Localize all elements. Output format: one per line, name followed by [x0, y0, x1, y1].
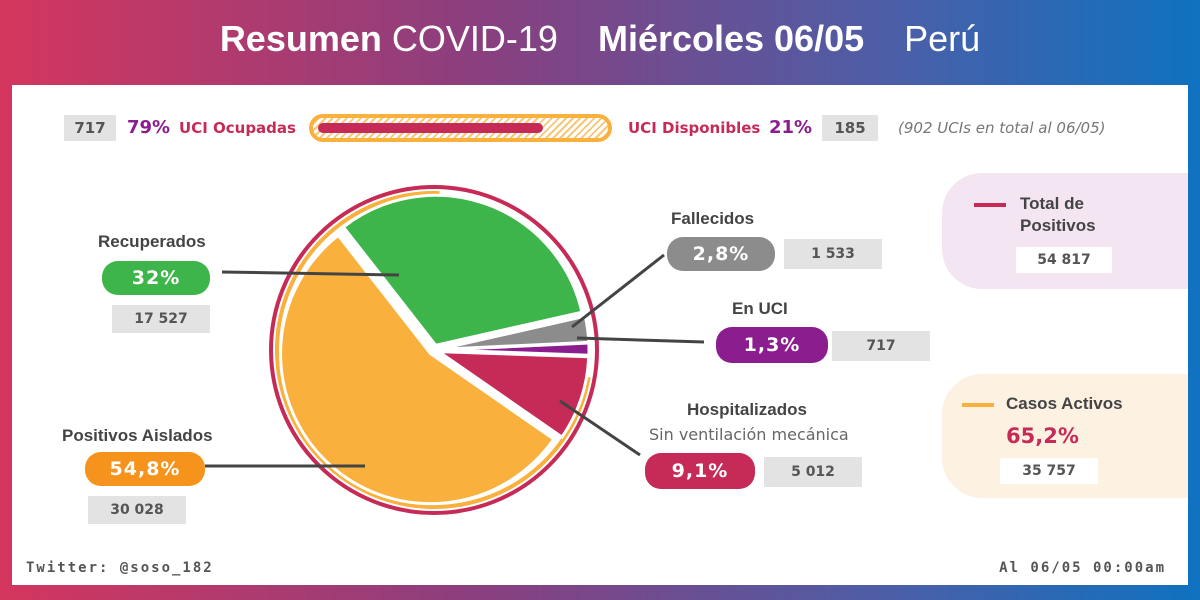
- title-country: Perú: [904, 18, 981, 59]
- aislados-pct: 54,8%: [85, 452, 205, 486]
- summary-card: 717 79% UCI Ocupadas UCI Disponibles 21%…: [12, 85, 1188, 585]
- en-uci-pct: 1,3%: [716, 327, 828, 363]
- pie-outer-ring: [269, 185, 599, 515]
- recuperados-label: Recuperados: [98, 232, 206, 251]
- uci-available-label: UCI Disponibles: [628, 119, 761, 137]
- pie-slice-hospitalizados: [433, 349, 591, 440]
- footer-twitter: Twitter: @soso_182: [26, 560, 214, 576]
- hospitalizados-pct: 9,1%: [645, 453, 755, 489]
- uci-occupied-label: UCI Ocupadas: [179, 119, 296, 137]
- pie-slice-en-uci: [438, 341, 591, 357]
- uci-available-pct: 21%: [769, 117, 813, 138]
- casos-activos-pct: 65,2%: [1006, 424, 1079, 448]
- leader-fallecidos: [571, 253, 665, 329]
- uci-available-count: 185: [822, 115, 878, 141]
- leader-hospitalizados: [559, 399, 641, 457]
- casos-activos-count: 35 757: [1000, 458, 1098, 484]
- total-positivos-count: 54 817: [1016, 247, 1112, 273]
- fallecidos-count: 1 533: [784, 239, 882, 269]
- en-uci-label: En UCI: [732, 299, 788, 318]
- pie-chart: [205, 185, 705, 515]
- recuperados-count: 17 527: [112, 305, 210, 333]
- leader-recuperados: [221, 270, 400, 277]
- uci-occupied-pct: 79%: [127, 117, 171, 138]
- leader-uci: [576, 336, 705, 344]
- hospitalizados-count: 5 012: [764, 457, 862, 487]
- uci-occupied-count: 717: [64, 115, 116, 141]
- pie-slice-recuperados: [341, 193, 584, 347]
- fallecidos-pct: 2,8%: [667, 237, 775, 271]
- casos-activos-title: Casos Activos: [1006, 394, 1123, 413]
- page-title: Resumen COVID-19 Miércoles 06/05 Perú: [0, 18, 1200, 72]
- uci-total-note: (902 UCIs en total al 06/05): [898, 119, 1106, 137]
- uci-progress-fill: [318, 123, 543, 133]
- total-positivos-legend-line: [974, 203, 1006, 207]
- casos-activos-card: Casos Activos 65,2% 35 757: [942, 374, 1188, 498]
- casos-activos-legend-line: [962, 403, 994, 407]
- hospitalizados-label: Hospitalizados: [687, 400, 807, 419]
- title-light: COVID-19: [391, 18, 558, 59]
- total-positivos-title: Total de Positivos: [1020, 194, 1096, 235]
- hospitalizados-subtitle: Sin ventilación mecánica: [649, 425, 849, 444]
- en-uci-count: 717: [832, 331, 930, 361]
- title-bold: Resumen: [219, 18, 382, 59]
- recuperados-pct: 32%: [102, 261, 210, 295]
- title-date: Miércoles 06/05: [597, 18, 865, 59]
- pie-active-arc: [275, 191, 591, 509]
- aislados-count: 30 028: [88, 496, 186, 524]
- fallecidos-label: Fallecidos: [671, 209, 755, 228]
- total-positivos-card: Total de Positivos 54 817: [942, 173, 1188, 289]
- leader-lines: [205, 253, 705, 468]
- aislados-label: Positivos Aislados: [62, 426, 213, 445]
- footer-timestamp: Al 06/05 00:00am: [999, 560, 1166, 576]
- uci-progress-bar: [309, 114, 612, 142]
- pie-slice-positivos-aislados: [279, 233, 556, 506]
